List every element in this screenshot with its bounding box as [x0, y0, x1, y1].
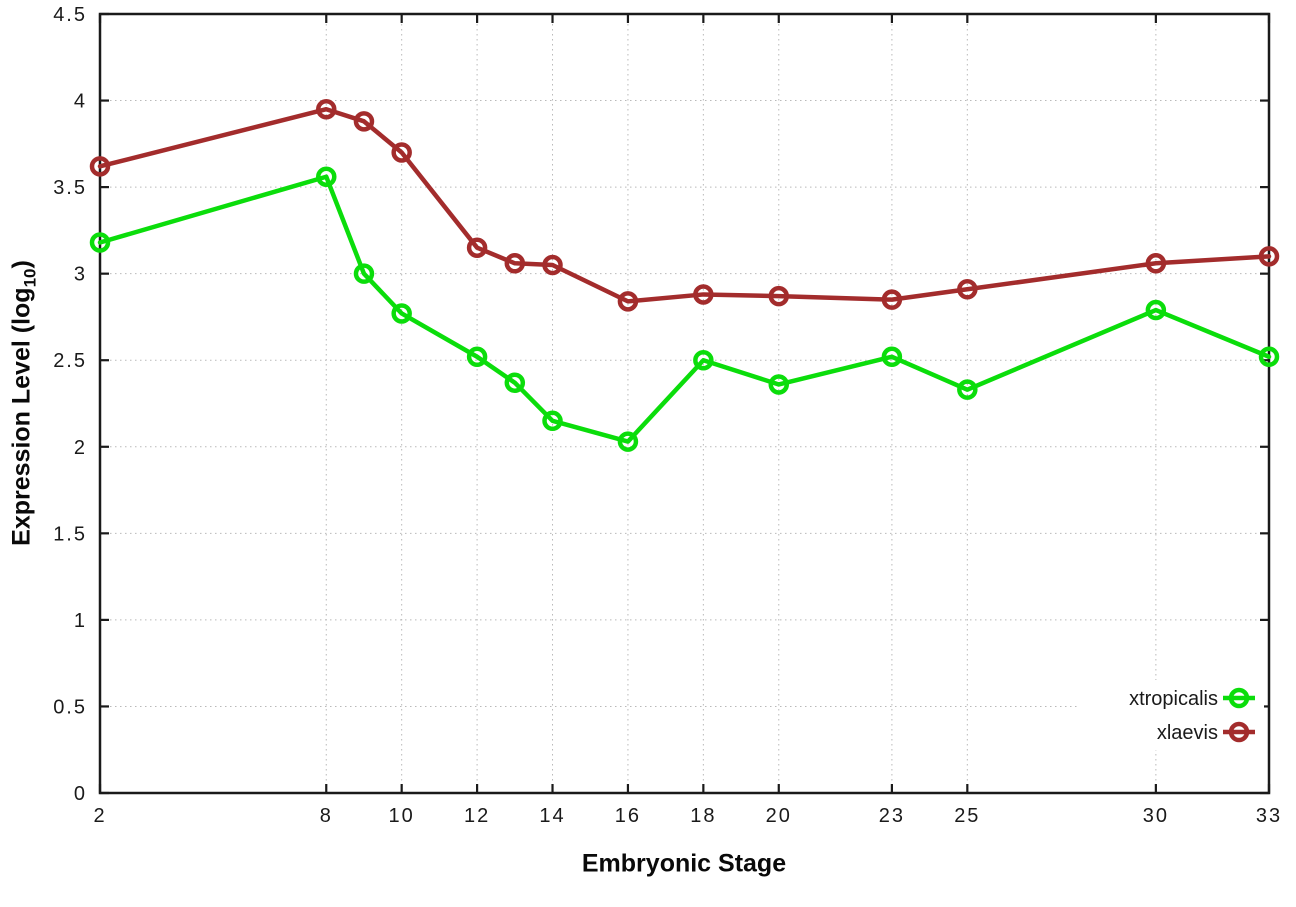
y-tick-label: 1: [74, 610, 87, 632]
x-tick-label: 2: [93, 805, 106, 827]
y-tick-label: 0: [74, 783, 87, 805]
x-tick-label: 12: [464, 805, 490, 827]
legend: xtropicalis xlaevis: [1078, 680, 1264, 750]
series-line-xtropicalis: [97, 174, 1272, 444]
x-tick-label: 18: [690, 805, 716, 827]
x-tick-labels: 2 8 10 12 14 16 18 20 23 25 30 33: [93, 805, 1282, 827]
data-point-xtropicalis-stage-30: [1145, 299, 1167, 321]
legend-item-xlaevis: xlaevis: [1157, 721, 1255, 744]
data-point-xtropicalis-stage-8: [316, 166, 337, 187]
grid-lines: [100, 14, 1269, 793]
x-axis-title: Embryonic Stage: [581, 849, 787, 878]
y-tick-label: 0.5: [53, 696, 87, 718]
legend-label-xlaevis: xlaevis: [1157, 722, 1218, 744]
y-tick-label: 2.5: [53, 350, 87, 372]
data-point-xtropicalis-stage-20: [768, 374, 790, 395]
data-point-xlaevis-stage-23: [881, 289, 903, 310]
data-point-xlaevis-stage-10: [391, 142, 412, 163]
x-tick-label: 14: [539, 805, 565, 827]
series-line-xlaevis: [97, 106, 1272, 304]
x-tick-label: 33: [1256, 805, 1282, 827]
legend-marker-xlaevis: [1228, 721, 1250, 743]
data-point-xlaevis-stage-14: [542, 254, 563, 276]
y-tick-label: 3: [74, 264, 87, 286]
y-tick-label: 4.5: [53, 4, 87, 26]
data-point-xtropicalis-stage-13: [504, 372, 526, 393]
y-axis-title-subscript: 10: [20, 268, 40, 288]
data-point-xlaevis-stage-2: [89, 156, 111, 177]
data-point-xlaevis-stage-33: [1258, 246, 1280, 267]
data-point-xlaevis-stage-16: [617, 291, 639, 312]
legend-marker-xtropicalis: [1228, 687, 1250, 709]
plot-border: [98, 12, 1271, 795]
y-tick-label: 4: [74, 91, 87, 113]
data-point-xtropicalis-stage-14: [542, 410, 563, 432]
y-tick-label: 1.5: [53, 523, 87, 545]
legend-item-xtropicalis: xtropicalis: [1129, 687, 1255, 710]
x-tick-label: 16: [615, 805, 641, 827]
y-tick-label: 2: [74, 437, 87, 459]
y-tick-labels: 0 0.5 1 1.5 2 2.5 3 3.5 4 4.5: [53, 4, 87, 805]
data-point-xtropicalis-stage-16: [617, 431, 639, 452]
data-point-xlaevis-stage-30: [1145, 253, 1167, 274]
data-point-xlaevis-stage-18: [693, 284, 714, 305]
y-tick-label: 3.5: [53, 177, 87, 199]
series-xtropicalis: [89, 166, 1280, 452]
data-point-xtropicalis-stage-9: [353, 263, 375, 284]
data-point-xlaevis-stage-13: [504, 253, 526, 274]
data-point-xtropicalis-stage-33: [1258, 346, 1280, 368]
data-point-xtropicalis-stage-12: [466, 346, 488, 368]
x-tick-label: 10: [389, 805, 415, 827]
x-tick-label: 30: [1143, 805, 1169, 827]
data-point-xlaevis-stage-20: [768, 285, 790, 307]
data-point-xlaevis-stage-9: [353, 111, 375, 132]
legend-label-xtropicalis: xtropicalis: [1129, 688, 1218, 710]
data-point-xtropicalis-stage-25: [957, 379, 978, 400]
tick-marks: [98, 12, 1271, 795]
data-point-xlaevis-stage-12: [466, 237, 488, 258]
y-axis-title-main: Expression Level (log: [7, 287, 36, 546]
y-axis-title: Expression Level (log10): [8, 260, 41, 546]
x-tick-label: 20: [766, 805, 792, 827]
x-tick-label: 8: [320, 805, 333, 827]
y-axis-title-suffix: ): [7, 260, 36, 269]
x-tick-label: 23: [879, 805, 905, 827]
data-point-xtropicalis-stage-23: [881, 346, 903, 368]
data-point-xlaevis-stage-25: [957, 278, 978, 300]
data-point-xtropicalis-stage-10: [391, 303, 412, 324]
data-point-xlaevis-stage-8: [316, 98, 337, 120]
data-point-xtropicalis-stage-2: [89, 232, 111, 253]
series-xlaevis: [89, 98, 1280, 312]
x-tick-label: 25: [954, 805, 980, 827]
data-point-xtropicalis-stage-18: [693, 349, 714, 371]
